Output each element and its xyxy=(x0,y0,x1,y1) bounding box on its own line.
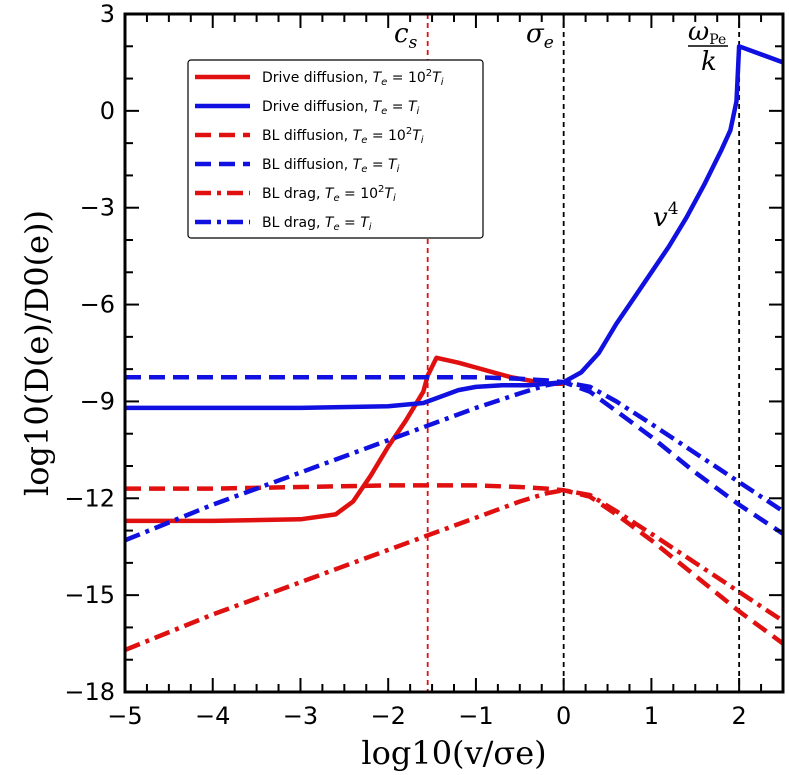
series-line-3 xyxy=(125,374,785,536)
annotation-v4: v4 xyxy=(653,199,679,233)
legend-label-5: BL drag, Te = Ti xyxy=(262,215,372,233)
annotation-omega-denominator: k xyxy=(701,47,717,77)
x-tick-label: 1 xyxy=(644,702,659,730)
y-tick-label: −18 xyxy=(64,678,115,706)
y-tick-label: −6 xyxy=(80,291,115,319)
legend-label-0: Drive diffusion, Te = 102Ti xyxy=(262,68,444,88)
y-axis-title: log10(D(e)/D0(e)) xyxy=(18,210,56,496)
x-tick-label: 0 xyxy=(556,702,571,730)
series-line-5 xyxy=(124,379,785,543)
x-tick-label: −3 xyxy=(283,702,318,730)
axis-ticks: −5 −4 −3 −2 −1 0 1 2 3 0 −3 −6 −9 −12 −15 −18 xyxy=(64,0,784,730)
annotation-cs: cs xyxy=(394,19,418,53)
x-tick-label: −2 xyxy=(371,702,406,730)
series-line-4 xyxy=(124,487,785,653)
y-tick-label: −3 xyxy=(80,194,115,222)
x-tick-label: −4 xyxy=(195,702,230,730)
legend-label-2: BL diffusion, Te = 102Ti xyxy=(262,126,424,146)
series-line-1 xyxy=(125,44,784,411)
legend-label-1: Drive diffusion, Te = Ti xyxy=(262,99,420,117)
x-axis-title: log10(v/σe) xyxy=(361,734,546,772)
x-tick-label: 2 xyxy=(731,702,746,730)
y-tick-label: 0 xyxy=(100,97,115,125)
y-tick-label: −9 xyxy=(80,387,115,415)
series-line-2 xyxy=(125,483,785,646)
legend-box xyxy=(187,59,484,239)
legend-label-3: BL diffusion, Te = Ti xyxy=(262,157,400,175)
y-tick-label: −15 xyxy=(64,581,115,609)
plot-frame xyxy=(123,12,785,694)
annotation-sigma-e: σe xyxy=(526,19,554,53)
x-tick-label: −1 xyxy=(458,702,493,730)
x-tick-label: −5 xyxy=(107,702,142,730)
series-group xyxy=(124,44,785,653)
legend: Drive diffusion, Te = 102Ti Drive diffusi… xyxy=(187,59,484,239)
annotation-omega-numerator: ωPe xyxy=(688,17,726,48)
y-tick-label: 3 xyxy=(100,0,115,28)
y-tick-label: −12 xyxy=(64,484,115,512)
legend-label-4: BL drag, Te = 102Ti xyxy=(262,184,396,204)
